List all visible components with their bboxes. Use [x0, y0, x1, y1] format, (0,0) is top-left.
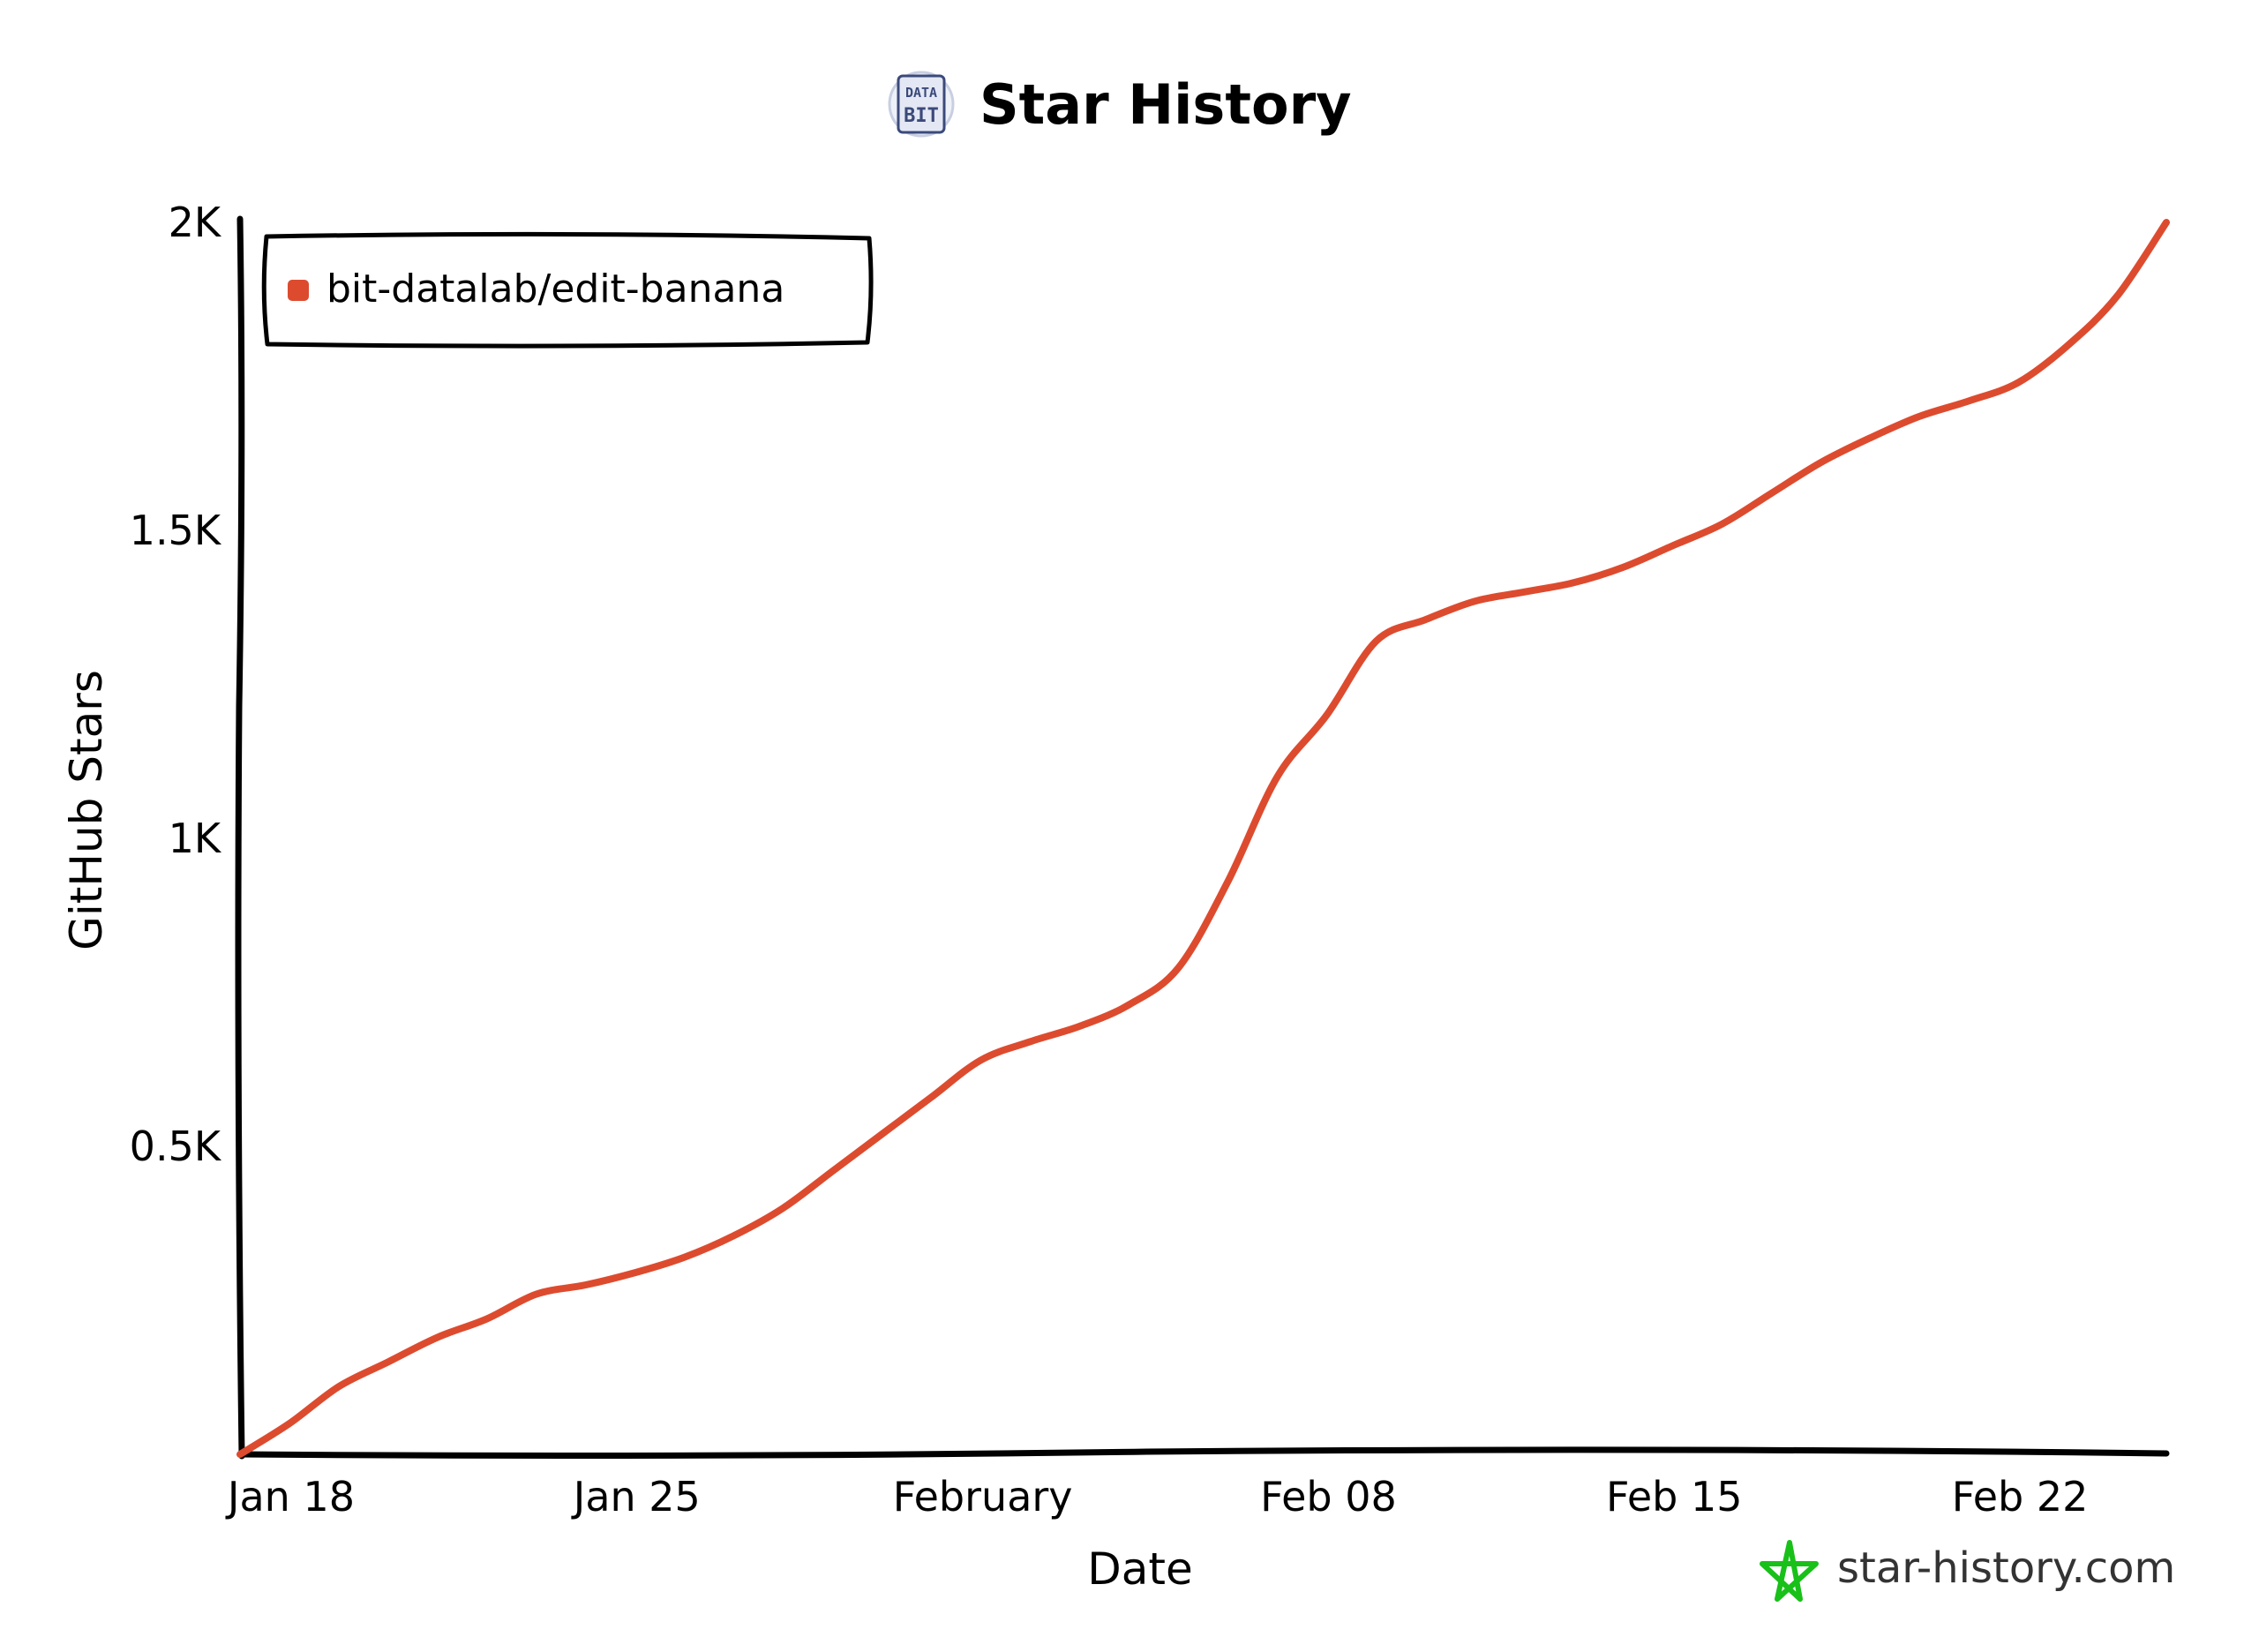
- x-axis-title: Date: [1087, 1543, 1193, 1595]
- y-axis-line: [235, 215, 245, 1460]
- y-axis-title: GitHub Stars: [61, 670, 112, 950]
- x-tick-label: February: [893, 1473, 1073, 1521]
- x-tick-label: Jan 25: [571, 1473, 701, 1521]
- legend: bit-datalab/edit-banana: [261, 231, 874, 349]
- title-group: DATA BIT Star History: [888, 71, 1352, 138]
- series-layer: [236, 219, 2170, 1458]
- star-icon: [1760, 1540, 1819, 1602]
- y-tick-label: 1.5K: [130, 507, 222, 554]
- datalab-logo-icon: DATA BIT: [888, 71, 955, 138]
- y-tick-label: 2K: [169, 199, 222, 246]
- logo-line-2: BIT: [904, 105, 939, 127]
- x-tick-label: Jan 18: [225, 1473, 355, 1521]
- chart-title: Star History: [979, 72, 1352, 137]
- y-tick-label: 1K: [169, 815, 222, 862]
- y-tick-label: 0.5K: [130, 1123, 222, 1170]
- series-line-0: [236, 219, 2170, 1458]
- watermark-text: star-history.com: [1837, 1543, 2175, 1593]
- axes: [235, 215, 2170, 1460]
- legend-box: [261, 231, 874, 349]
- x-tick-label: Feb 22: [1952, 1473, 2089, 1521]
- x-tick-label: Feb 08: [1260, 1473, 1397, 1521]
- x-axis-line: [236, 1446, 2170, 1459]
- legend-swatch: [288, 280, 309, 301]
- x-axis-ticks: Jan 18 Jan 25 February Feb 08 Feb 15 Feb 22: [225, 1473, 2088, 1521]
- legend-label: bit-datalab/edit-banana: [326, 267, 784, 312]
- y-axis-ticks: 0.5K 1K 1.5K 2K: [130, 199, 222, 1170]
- x-tick-label: Feb 15: [1606, 1473, 1743, 1521]
- watermark: star-history.com: [1760, 1540, 2175, 1602]
- logo-line-1: DATA: [905, 85, 937, 101]
